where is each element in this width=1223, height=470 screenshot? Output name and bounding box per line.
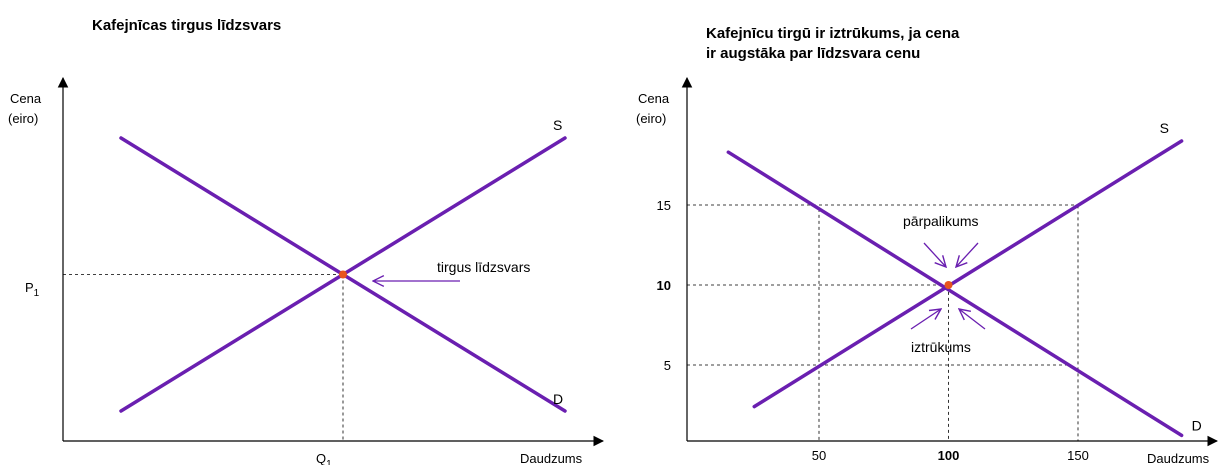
surplus-arrow-right [956,242,979,267]
left-d-label: D [553,391,563,407]
y-tick-15: 15 [657,198,671,213]
left-price-label: P1 [25,280,40,299]
right-x-axis-label: Daudzums [1147,451,1210,465]
right-chart: Kafejnīcu tirgū ir iztrūkums, ja cena ir… [636,25,1219,466]
right-s-curve [752,139,1184,409]
x-tick-50: 50 [812,448,826,463]
x-tick-150: 150 [1067,448,1089,463]
left-x-axis-label: Daudzums [520,451,583,465]
y-tick-5: 5 [664,358,671,373]
right-d-label: D [1192,417,1202,433]
right-y-axis-label-line1: Cena [638,91,670,106]
left-chart-title: Kafejnīcas tirgus līdzsvars [92,17,281,34]
surplus-annotation: pārpalikums [903,213,978,229]
shortage-arrow-left [910,309,941,330]
right-chart-title-line1: Kafejnīcu tirgū ir iztrūkums, ja cena [706,25,960,42]
left-quantity-label: Q1 [316,451,332,465]
x-tick-100: 100 [938,448,960,463]
left-equilibrium-annotation: tirgus līdzsvars [437,259,530,275]
right-chart-title-line2: ir augstāka par līdzsvara cenu [706,45,920,62]
left-equilibrium-point [339,270,347,279]
left-s-label: S [553,117,562,133]
left-y-axis-label-line2: (eiro) [8,111,38,126]
shortage-arrow-right [959,309,986,330]
right-y-axis-label-line2: (eiro) [636,111,666,126]
right-equilibrium-point [944,281,953,289]
right-d-curve [726,150,1184,438]
surplus-arrow-left [923,242,946,267]
left-chart: Kafejnīcas tirgus līdzsvars Cena (eiro) … [8,17,605,470]
left-y-axis-label-line1: Cena [10,91,42,106]
y-tick-10: 10 [657,278,671,293]
right-s-label: S [1160,120,1169,136]
shortage-annotation: iztrūkums [911,339,971,355]
